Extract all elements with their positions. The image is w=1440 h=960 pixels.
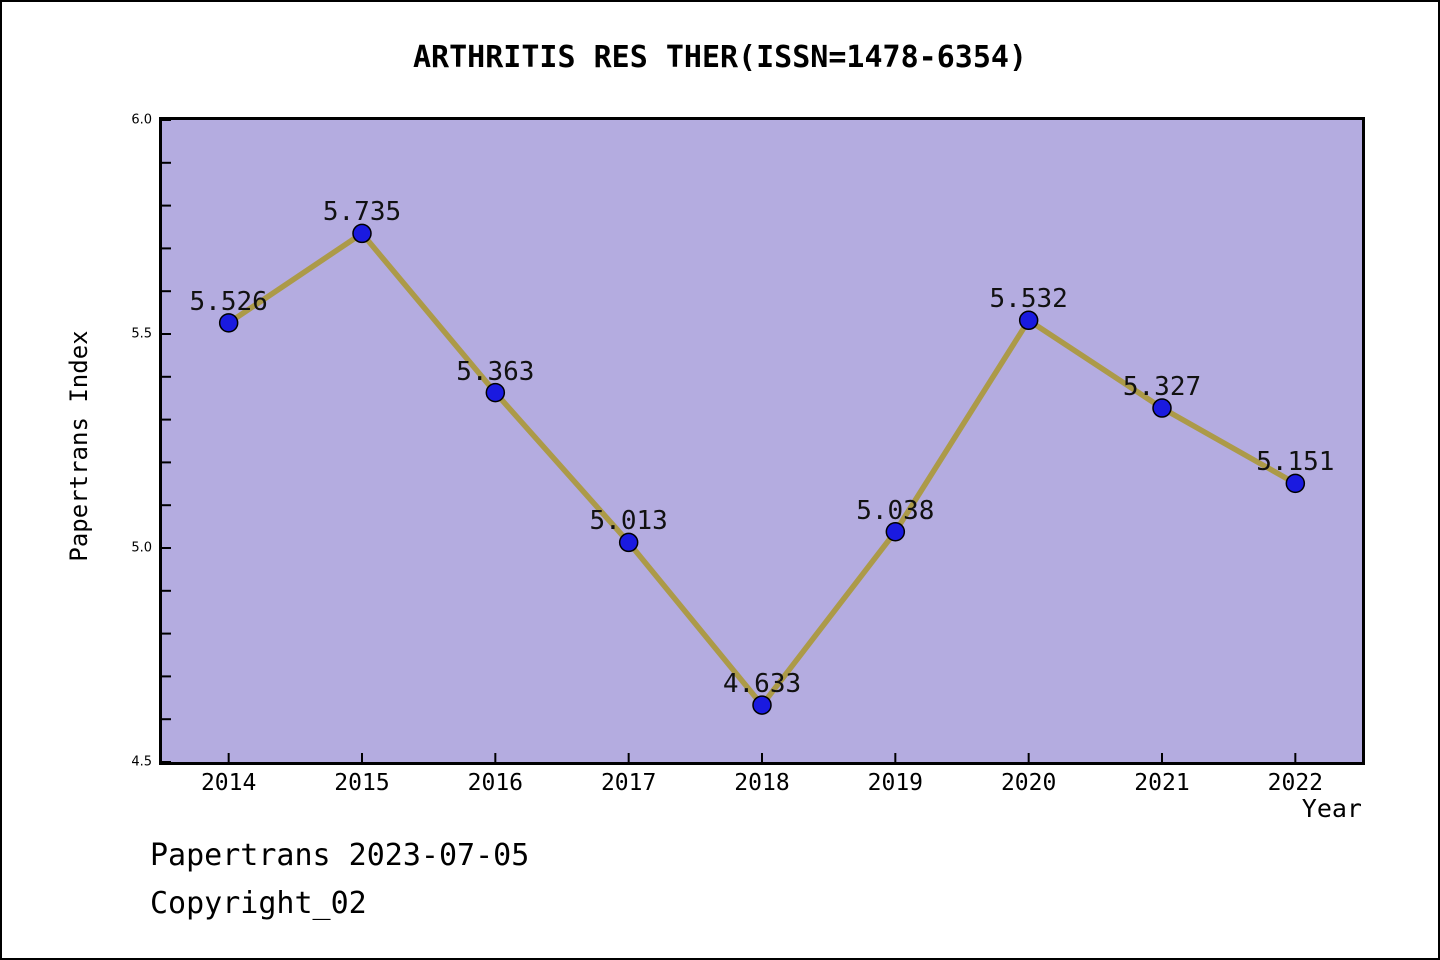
chart-title: ARTHRITIS RES THER(ISSN=1478-6354) — [412, 40, 1028, 75]
y-tick-label: 5.5 — [131, 326, 152, 342]
footer-watermark: Papertrans 2023-07-05 — [150, 838, 530, 873]
x-tick-label: 2019 — [867, 770, 924, 796]
data-point-label: 5.363 — [456, 356, 535, 387]
line-chart-canvas — [162, 120, 1306, 762]
y-axis-label: Papertrans Index — [65, 330, 93, 562]
data-point — [752, 695, 772, 715]
x-tick-label: 2020 — [1000, 770, 1057, 796]
y-tick-label: 4.5 — [131, 754, 152, 770]
data-point — [485, 382, 506, 403]
x-tick-label: 2017 — [600, 770, 657, 796]
y-tick-label: 6.0 — [131, 112, 152, 128]
footer-copyright: Copyright_02 — [150, 886, 367, 921]
data-point — [1285, 473, 1306, 494]
data-point-label: 5.735 — [322, 197, 402, 228]
x-tick-label: 2015 — [334, 770, 390, 796]
x-tick-label: 2018 — [734, 770, 790, 796]
data-point-label: 5.151 — [1256, 447, 1335, 478]
data-point-label: 5.327 — [1122, 372, 1202, 403]
data-point — [885, 521, 906, 542]
series-line — [227, 229, 1297, 710]
x-axis-label: Year — [1301, 794, 1362, 823]
x-tick-label: 2021 — [1134, 770, 1190, 796]
plot-area: 5.526 5.735 5.363 5.013 4.633 5.038 5.532 5.327… — [159, 117, 1365, 765]
data-point — [352, 223, 372, 244]
data-point-label: 5.526 — [189, 286, 268, 317]
data-point — [1018, 310, 1039, 331]
y-tick-label: 5.0 — [131, 540, 152, 556]
x-tick-label: 2016 — [467, 770, 524, 796]
data-point-label: 5.532 — [989, 284, 1068, 315]
x-tick-label: 2014 — [200, 770, 257, 796]
x-tick-label: 2022 — [1267, 770, 1324, 796]
data-point — [218, 313, 239, 333]
data-point-label: 5.013 — [589, 506, 668, 537]
data-point — [618, 532, 639, 553]
data-point-label: 5.038 — [856, 495, 935, 526]
data-point-label: 4.633 — [722, 669, 802, 700]
data-point — [1152, 398, 1172, 418]
